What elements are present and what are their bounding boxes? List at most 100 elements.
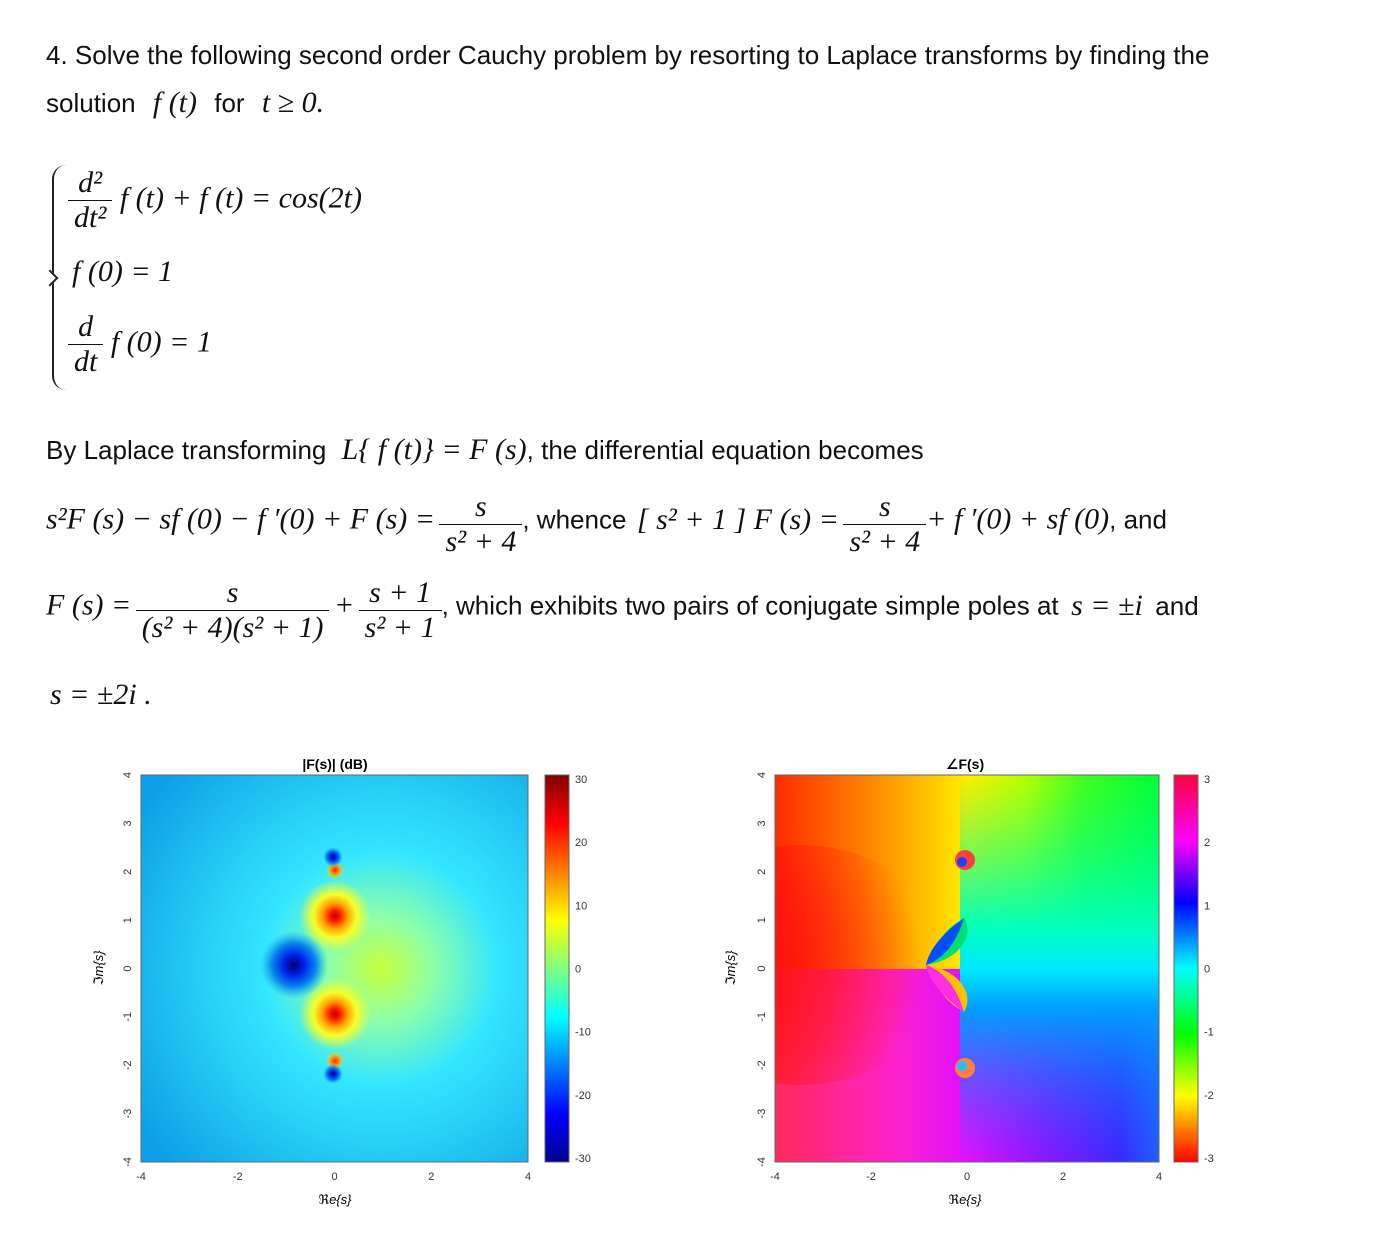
magnitude-yticks: 4 3 2 1 0 -1 -2 -3 -4 [122,772,134,1167]
right-colorbar-tick-6: -3 [1204,1153,1214,1165]
fs-den-1: (s² + 4)(s² + 1) [135,610,330,645]
system-eq-3: d dt f (0) = 1 [68,310,212,379]
problem-line-2-f: f (t) [152,86,198,119]
phase-lobe-lower-yellow [926,965,968,1012]
right-ytick-4: 0 [756,965,768,971]
right-ytick-8: -4 [756,1157,768,1167]
magnitude-xlabel: ℜe{s} [319,1192,353,1207]
magnitude-colorbar-ticks: 30 20 10 0 -10 -20 -30 [575,774,591,1165]
phase-lobe-upper-blue [926,918,964,965]
eq1-den: dt² [68,200,113,235]
phase-xticks: -4 -2 0 2 4 [770,1171,1162,1183]
left-ytick-1: 3 [122,820,134,826]
left-ytick-3: 1 [122,917,134,923]
left-xtick-2: 0 [331,1171,337,1183]
magnitude-zero-lower [323,1064,343,1084]
left-colorbar-tick-6: -30 [575,1153,591,1165]
eq1-fraction: d² dt² [68,166,113,235]
derivation-p1-b: , the differential equation becomes [526,435,924,465]
left-ytick-8: -4 [122,1157,134,1167]
magnitude-heatmap [141,775,528,1162]
right-xtick-3: 2 [1060,1171,1066,1183]
eq-b-den: s² + 4 [843,524,927,559]
eq-b-num: s [878,490,891,523]
problem-line-2: solution f (t) for t ≥ 0. [46,86,324,120]
right-ytick-5: -1 [756,1012,768,1022]
left-ytick-2: 2 [122,869,134,875]
eq3-rest: f (0) = 1 [110,325,212,359]
right-ytick-0: 4 [756,772,768,778]
phase-plot-frame [774,774,1160,1163]
magnitude-zero-upper [323,847,343,867]
right-colorbar-tick-5: -2 [1204,1090,1214,1102]
phase-title: ∠F(s) [946,756,984,772]
eq-a-den: s² + 4 [439,524,523,559]
right-xtick-2: 0 [964,1171,970,1183]
left-xtick-3: 2 [428,1171,434,1183]
phase-singularity-upper-core [957,857,967,867]
left-ytick-4: 0 [122,965,134,971]
derivation-p1-math: L{ f (t)} = F (s) [341,433,527,466]
eq3-num: d [78,310,94,343]
fs-lhs: F (s) = [46,588,132,622]
eq-a-num: s [475,490,487,523]
right-ytick-3: 1 [756,917,768,923]
left-ytick-6: -2 [122,1060,134,1070]
fs-fraction-2: s + 1 s² + 1 [358,576,442,645]
right-colorbar-tick-0: 3 [1204,774,1210,786]
phase-singularity-lower-core [957,1061,967,1071]
problem-line-2-c: t ≥ 0. [261,86,325,119]
and-text-1: , and [1109,504,1167,535]
phase-heatmap-bottom [775,969,1159,1162]
phase-yticks: 4 3 2 1 0 -1 -2 -3 -4 [756,772,768,1167]
magnitude-pole-minus-i [299,978,371,1050]
left-xtick-1: -2 [233,1171,243,1183]
right-ytick-1: 3 [756,820,768,826]
system-eq-2: f (0) = 1 [72,255,174,288]
eq-a: s²F (s) − sf (0) − f ′(0) + F (s) = [46,502,435,536]
magnitude-pole-plus-2i [326,861,344,879]
phase-singularity-lower [955,1058,975,1078]
eq-b: [ s² + 1 ] F (s) = [636,502,839,536]
problem-line-1: 4. Solve the following second order Cauc… [46,40,1210,70]
right-xtick-1: -2 [866,1171,876,1183]
eq3-fraction: d dt [68,310,104,379]
right-colorbar-tick-1: 2 [1204,837,1210,849]
left-colorbar-tick-1: 20 [575,837,587,849]
eq-a-fraction: s s² + 4 [439,490,523,559]
derivation-line-3: F (s) = s (s² + 4)(s² + 1) + s + 1 s² + … [46,576,1199,645]
magnitude-pole-minus-2i [326,1052,344,1070]
phase-colorbar-frame [1173,774,1199,1163]
phase-colorbar [1174,775,1198,1162]
left-xtick-4: 4 [525,1171,531,1183]
left-colorbar-tick-0: 30 [575,774,587,786]
fs-plus: + [333,588,355,622]
derivation-line-1: By Laplace transforming L{ f (t)} = F (s… [46,433,924,467]
magnitude-colorbar [545,775,569,1162]
magnitude-xticks: -4 -2 0 2 4 [136,1171,531,1183]
eq1-num: d² [78,166,103,199]
magnitude-title: |F(s)| (dB) [302,756,367,772]
left-ytick-0: 4 [122,772,134,778]
phase-heatmap-right [960,775,1159,1162]
magnitude-pole-plus-i [299,880,371,952]
right-ytick-7: -3 [756,1109,768,1119]
phase-ylabel: ℑm{s} [723,950,738,986]
eq-b-fraction: s s² + 4 [843,490,927,559]
fs-den-2: s² + 1 [358,610,442,645]
magnitude-zero-real [260,931,328,999]
fs-num-1: s [226,576,239,609]
left-colorbar-tick-5: -20 [575,1090,591,1102]
fs-fraction-1: s (s² + 4)(s² + 1) [135,576,330,645]
right-ytick-6: -2 [756,1060,768,1070]
magnitude-ylabel: ℑm{s} [91,950,106,986]
right-colorbar-tick-3: 0 [1204,964,1210,976]
left-xtick-0: -4 [136,1171,146,1183]
fs-num-2: s + 1 [369,576,432,609]
right-colorbar-tick-4: -1 [1204,1027,1214,1039]
magnitude-colorbar-frame [544,774,570,1163]
and-text-2: and [1155,590,1199,621]
magnitude-plot-frame [140,774,529,1163]
